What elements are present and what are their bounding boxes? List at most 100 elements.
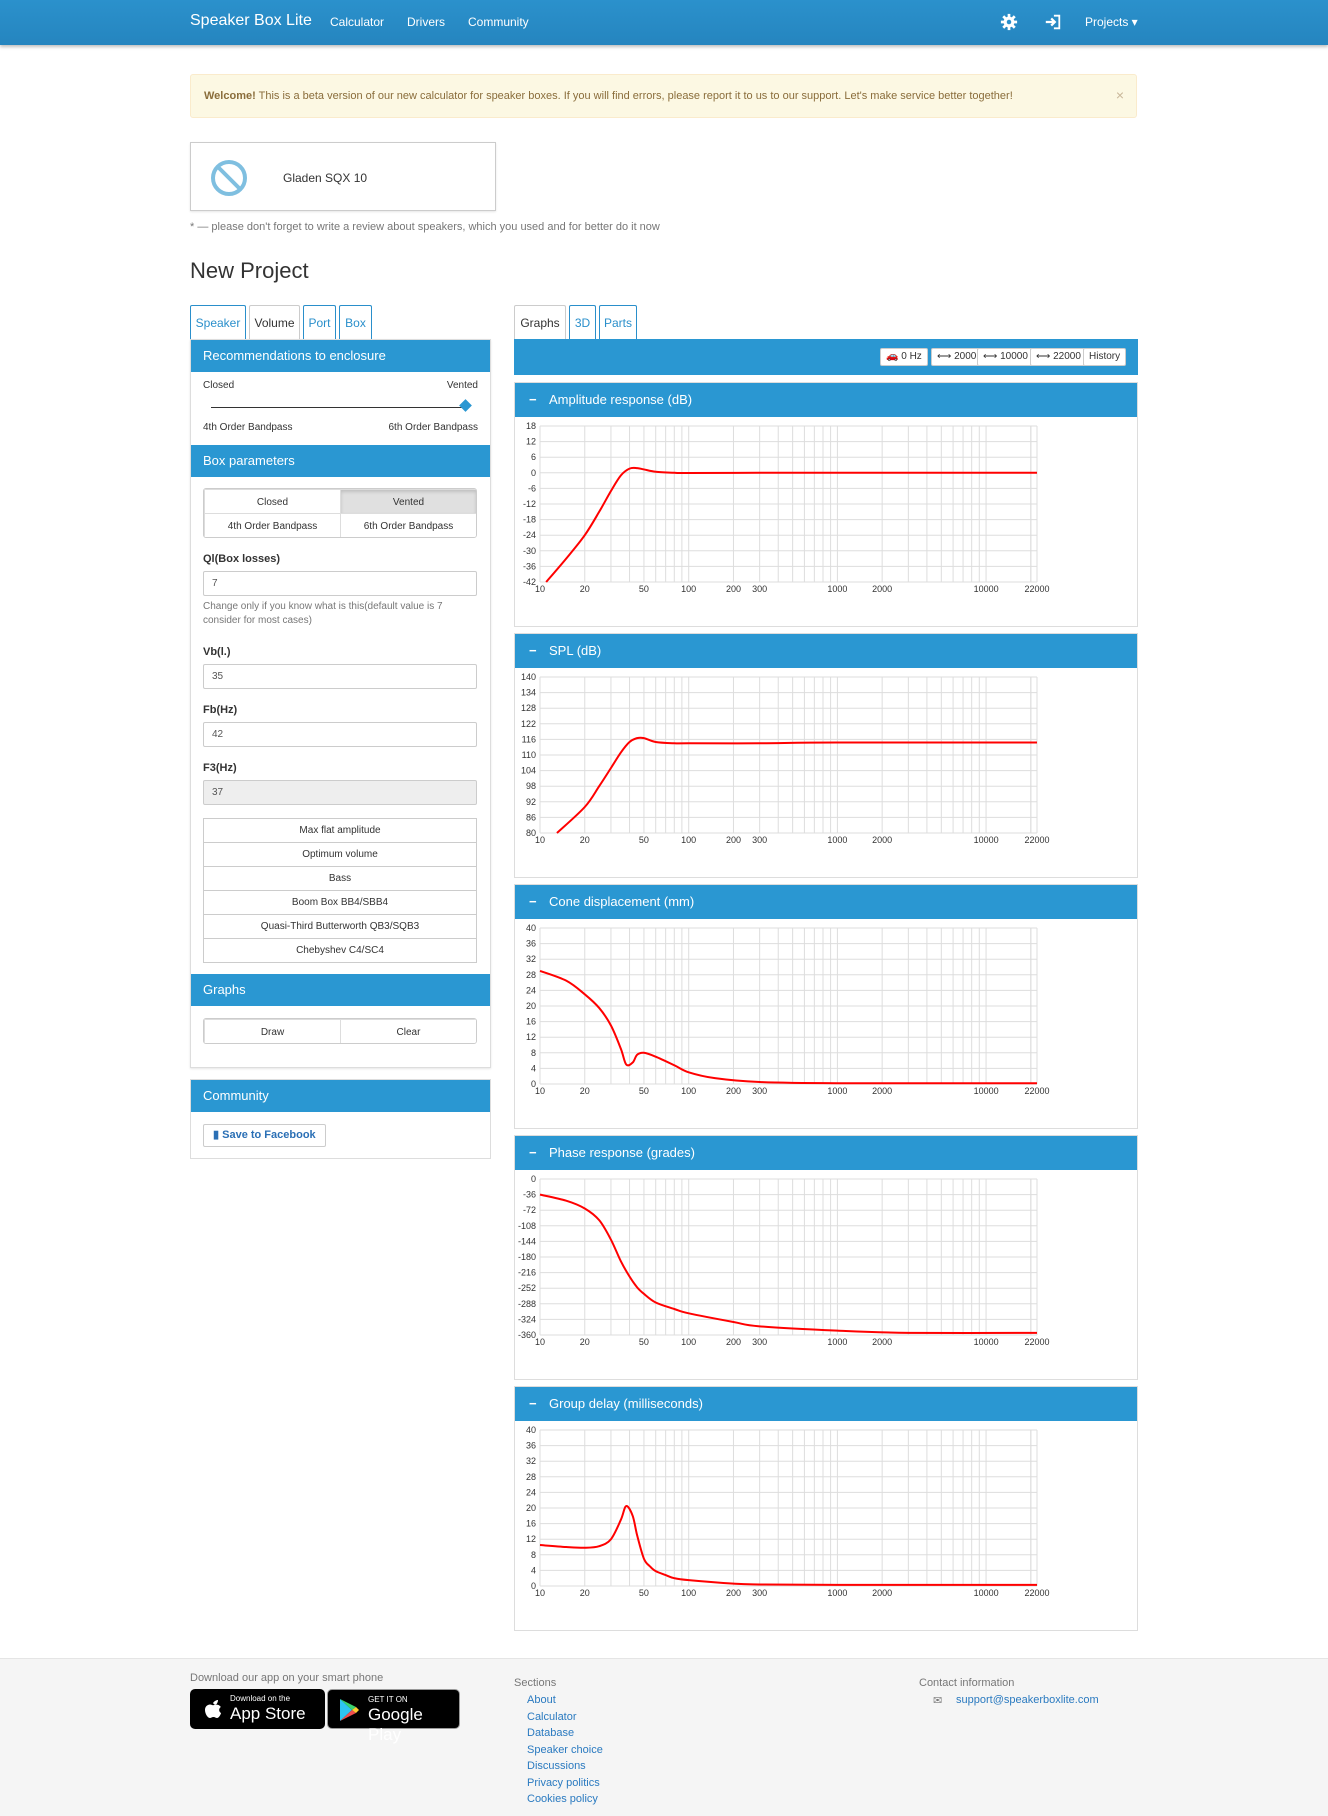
tab-port[interactable]: Port — [303, 305, 336, 339]
slider-handle[interactable] — [459, 399, 472, 412]
facebook-label: Save to Facebook — [222, 1129, 316, 1141]
footer-link-database[interactable]: Database — [527, 1727, 575, 1739]
y-tick-label: -6 — [528, 483, 536, 493]
x-tick-label: 10000 — [974, 1086, 999, 1096]
box-type-vented[interactable]: Vented — [340, 489, 476, 514]
graph-heading[interactable]: − Phase response (grades) — [515, 1136, 1137, 1170]
y-tick-label: 98 — [526, 781, 536, 791]
gplay-small-text: GET IT ON — [368, 1695, 408, 1704]
slider-label-closed: Closed — [203, 380, 235, 391]
cone-graph-panel: − Cone displacement (mm) 40 36 32 28 24 20 16 12… — [514, 884, 1138, 1129]
x-tick-label: 50 — [639, 584, 649, 594]
y-tick-label: 36 — [526, 1441, 536, 1451]
history-button[interactable]: History — [1083, 348, 1127, 366]
box-type-bp4[interactable]: 4th Order Bandpass — [204, 513, 341, 537]
footer-link-privacy[interactable]: Privacy politics — [527, 1777, 600, 1789]
page-title: New Project — [190, 258, 309, 283]
footer-link-calculator[interactable]: Calculator — [527, 1711, 577, 1723]
app-store-badge[interactable]: Download on the App Store — [190, 1689, 325, 1729]
footer-link-speaker-choice[interactable]: Speaker choice — [527, 1744, 603, 1756]
x-tick-label: 200 — [726, 1086, 741, 1096]
preset-boom-box[interactable]: Boom Box BB4/SBB4 — [203, 890, 477, 915]
response-curve — [539, 1505, 1038, 1586]
tab-3d[interactable]: 3D — [569, 305, 596, 339]
y-tick-label: 32 — [526, 954, 536, 964]
clear-button[interactable]: Clear — [340, 1019, 476, 1043]
range-10000-button[interactable]: ⟷ 10000 — [977, 348, 1034, 366]
graph-heading[interactable]: − Amplitude response (dB) — [515, 383, 1137, 417]
slider-label-bp6: 6th Order Bandpass — [388, 422, 479, 433]
y-tick-label: 24 — [526, 985, 536, 995]
collapse-icon[interactable]: − — [529, 894, 537, 909]
tab-box[interactable]: Box — [339, 305, 372, 339]
x-tick-label: 100 — [681, 1588, 696, 1598]
y-tick-label: 8 — [531, 1550, 536, 1560]
collapse-icon[interactable]: − — [529, 1396, 537, 1411]
graph-title: Group delay (milliseconds) — [549, 1396, 703, 1411]
x-tick-label: 22000 — [1024, 1588, 1049, 1598]
x-tick-label: 300 — [752, 1337, 767, 1347]
reset-frequency-label: 0 Hz — [901, 351, 922, 362]
nav-calculator[interactable]: Calculator — [330, 15, 385, 29]
support-email-link[interactable]: support@speakerboxlite.com — [956, 1694, 1099, 1706]
x-tick-label: 2000 — [872, 1086, 892, 1096]
x-tick-label: 2000 — [872, 1588, 892, 1598]
box-type-bp6[interactable]: 6th Order Bandpass — [340, 513, 476, 537]
welcome-alert: Welcome! This is a beta version of our n… — [190, 74, 1137, 118]
projects-dropdown[interactable]: Projects ▾ — [1085, 15, 1138, 29]
graph-heading[interactable]: − SPL (dB) — [515, 634, 1137, 668]
graph-heading[interactable]: − Cone displacement (mm) — [515, 885, 1137, 919]
tab-parts[interactable]: Parts — [599, 305, 637, 339]
footer-link-about[interactable]: About — [527, 1694, 556, 1706]
y-tick-label: 128 — [521, 703, 536, 713]
community-heading: Community — [191, 1080, 490, 1112]
save-to-facebook-button[interactable]: ▮ Save to Facebook — [203, 1124, 326, 1147]
preset-optimum-volume[interactable]: Optimum volume — [203, 842, 477, 867]
fb-input[interactable]: 42 — [203, 722, 477, 747]
gear-icon[interactable] — [1000, 13, 1018, 31]
y-tick-label: 0 — [531, 1174, 536, 1184]
speaker-card[interactable]: Gladen SQX 10 — [190, 142, 496, 211]
y-tick-label: 24 — [526, 1487, 536, 1497]
collapse-icon[interactable]: − — [529, 1145, 537, 1160]
tab-graphs[interactable]: Graphs — [514, 305, 566, 339]
recommendation-slider[interactable] — [211, 407, 465, 408]
y-tick-label: 86 — [526, 812, 536, 822]
vb-input[interactable]: 35 — [203, 664, 477, 689]
reset-frequency-button[interactable]: 🚗 0 Hz — [880, 348, 928, 366]
collapse-icon[interactable]: − — [529, 643, 537, 658]
brand-link[interactable]: Speaker Box Lite — [190, 12, 312, 29]
alert-strong: Welcome! — [204, 90, 256, 102]
preset-bass[interactable]: Bass — [203, 866, 477, 891]
footer-link-discussions[interactable]: Discussions — [527, 1760, 586, 1772]
x-tick-label: 300 — [752, 584, 767, 594]
box-type-closed[interactable]: Closed — [204, 489, 341, 514]
x-tick-label: 22000 — [1024, 1337, 1049, 1347]
y-tick-label: 0 — [531, 468, 536, 478]
y-tick-label: 20 — [526, 1001, 536, 1011]
preset-max-flat[interactable]: Max flat amplitude — [203, 818, 477, 843]
x-tick-label: 100 — [681, 835, 696, 845]
f3-label: F3(Hz) — [203, 762, 237, 774]
google-play-badge[interactable]: GET IT ON Google Play — [327, 1689, 460, 1744]
ql-input[interactable]: 7 — [203, 571, 477, 596]
y-tick-label: 12 — [526, 1534, 536, 1544]
graph-title: Amplitude response (dB) — [549, 392, 693, 407]
tab-speaker[interactable]: Speaker — [190, 305, 246, 339]
close-icon[interactable]: × — [1115, 87, 1124, 103]
y-tick-label: 40 — [526, 923, 536, 933]
collapse-icon[interactable]: − — [529, 392, 537, 407]
range-22000-button[interactable]: ⟷ 22000 — [1030, 348, 1087, 366]
box-parameters-heading: Box parameters — [191, 445, 490, 477]
draw-button[interactable]: Draw — [204, 1019, 341, 1043]
y-tick-label: 8 — [531, 1048, 536, 1058]
graph-heading[interactable]: − Group delay (milliseconds) — [515, 1387, 1137, 1421]
footer-link-cookies[interactable]: Cookies policy — [527, 1793, 598, 1805]
sign-in-icon[interactable] — [1044, 13, 1062, 31]
preset-chebyshev[interactable]: Chebyshev C4/SC4 — [203, 938, 477, 963]
nav-community[interactable]: Community — [468, 15, 529, 29]
nav-drivers[interactable]: Drivers — [407, 15, 445, 29]
range-2000-button[interactable]: ⟷ 2000 — [931, 348, 983, 366]
preset-quasi-third[interactable]: Quasi-Third Butterworth QB3/SQB3 — [203, 914, 477, 939]
tab-volume[interactable]: Volume — [249, 305, 300, 339]
